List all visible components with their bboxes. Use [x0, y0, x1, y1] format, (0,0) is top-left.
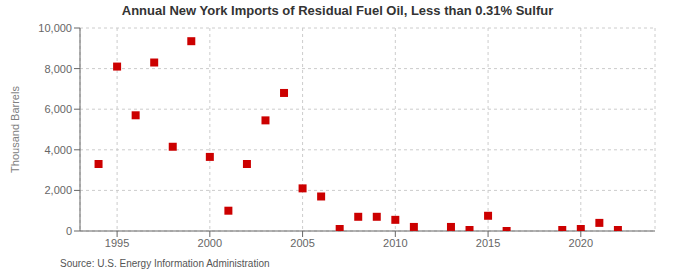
svg-text:2000: 2000 — [198, 237, 222, 249]
svg-text:2015: 2015 — [476, 237, 500, 249]
svg-text:2020: 2020 — [569, 237, 593, 249]
svg-text:8,000: 8,000 — [44, 63, 72, 75]
svg-text:1995: 1995 — [105, 237, 129, 249]
svg-text:2010: 2010 — [383, 237, 407, 249]
svg-text:Thousand Barrels: Thousand Barrels — [9, 86, 21, 173]
svg-text:4,000: 4,000 — [44, 144, 72, 156]
html-text:Annual New York Imports of Res: Annual New York Imports of Residual Fuel… — [121, 3, 554, 18]
html-text:Source: U.S. Energy Informatio: Source: U.S. Energy Information Administ… — [60, 258, 270, 269]
svg-text:2,000: 2,000 — [44, 184, 72, 196]
svg-text:0: 0 — [66, 225, 72, 237]
svg-text:6,000: 6,000 — [44, 103, 72, 115]
svg-text:2005: 2005 — [290, 237, 314, 249]
svg-text:10,000: 10,000 — [38, 22, 72, 34]
